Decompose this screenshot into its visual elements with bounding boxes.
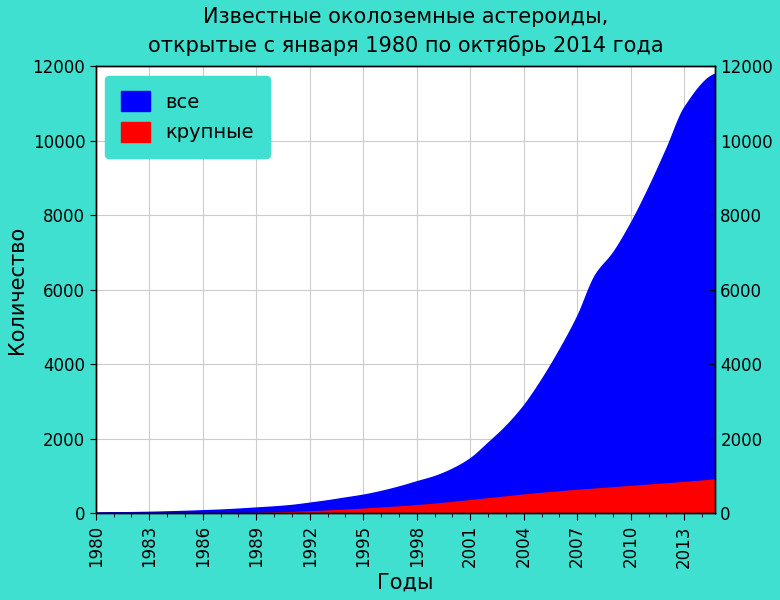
- X-axis label: Годы: Годы: [378, 573, 434, 593]
- Y-axis label: Количество: Количество: [7, 226, 27, 354]
- Title: Известные околоземные астероиды,
открытые с января 1980 по октябрь 2014 года: Известные околоземные астероиды, открыты…: [147, 7, 663, 56]
- Legend: все, крупные: все, крупные: [105, 76, 270, 158]
